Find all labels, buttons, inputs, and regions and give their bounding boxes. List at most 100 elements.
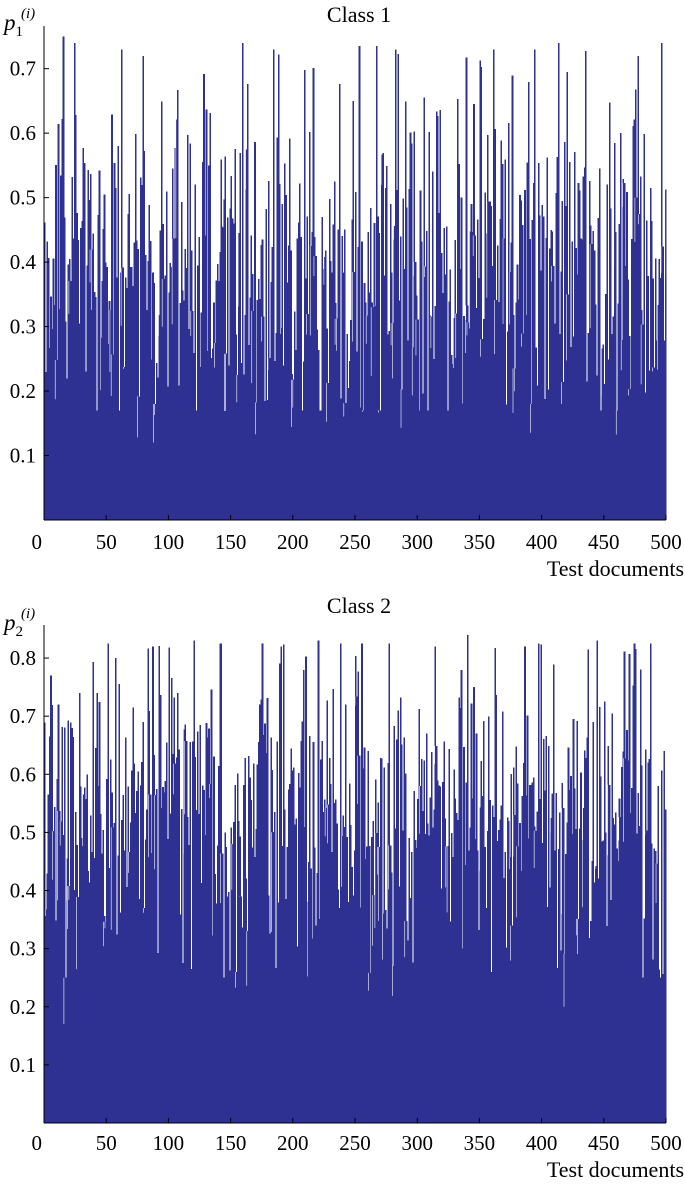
bar bbox=[549, 887, 551, 1123]
bar bbox=[662, 973, 664, 1123]
bar bbox=[457, 98, 459, 520]
bar bbox=[274, 361, 276, 520]
bar bbox=[483, 319, 485, 520]
bar bbox=[552, 265, 555, 520]
bar bbox=[406, 207, 408, 520]
bar bbox=[162, 786, 164, 1123]
bar bbox=[591, 861, 593, 1123]
bar bbox=[122, 267, 124, 520]
x-tick-label: 150 bbox=[215, 1131, 247, 1155]
bar bbox=[228, 891, 230, 1123]
bar bbox=[336, 823, 338, 1123]
bar bbox=[252, 763, 255, 1123]
bar bbox=[537, 643, 540, 1123]
bar bbox=[260, 244, 263, 520]
bar bbox=[551, 793, 554, 1123]
bar bbox=[270, 282, 272, 520]
bar bbox=[127, 213, 129, 520]
bar bbox=[465, 782, 468, 1123]
bar bbox=[515, 302, 518, 520]
bar bbox=[596, 375, 598, 520]
bar bbox=[146, 809, 148, 1123]
bar bbox=[164, 781, 167, 1123]
bar bbox=[254, 141, 256, 520]
bar bbox=[50, 296, 52, 520]
bar bbox=[520, 870, 523, 1123]
bar bbox=[184, 724, 187, 1123]
bar bbox=[469, 231, 472, 521]
bar bbox=[377, 802, 379, 1123]
bar bbox=[142, 721, 144, 1123]
bar bbox=[117, 855, 119, 1123]
bar bbox=[484, 192, 486, 521]
bar bbox=[398, 300, 401, 520]
bar bbox=[265, 209, 268, 520]
bar bbox=[200, 882, 203, 1123]
bar bbox=[108, 868, 111, 1123]
bar bbox=[281, 204, 284, 520]
y-axis-label: p1 (i) bbox=[2, 6, 35, 40]
bar bbox=[154, 403, 157, 520]
bar bbox=[361, 241, 363, 520]
bar bbox=[607, 359, 610, 520]
bar bbox=[597, 217, 600, 520]
bar bbox=[488, 716, 490, 1123]
bar bbox=[180, 202, 183, 520]
bar bbox=[572, 336, 575, 520]
bar bbox=[107, 344, 110, 520]
bar bbox=[169, 813, 172, 1123]
bar bbox=[149, 794, 152, 1123]
bar bbox=[554, 323, 556, 520]
bar bbox=[615, 812, 617, 1123]
bar bbox=[114, 187, 117, 520]
bar bbox=[231, 843, 234, 1123]
bar-series bbox=[44, 36, 667, 521]
bar bbox=[168, 292, 170, 520]
bar bbox=[537, 163, 540, 520]
bar bbox=[557, 42, 560, 520]
bar bbox=[163, 278, 166, 520]
y-tick-label: 0.3 bbox=[10, 315, 36, 339]
bar bbox=[524, 646, 526, 1123]
bar bbox=[326, 700, 328, 1123]
bar bbox=[489, 201, 491, 521]
bar bbox=[118, 684, 121, 1123]
bar bbox=[362, 410, 365, 520]
chart-class-1: Class 1 p1 (i) 0.1 0.2 0.3 0.4 0.5 0.6 0.7 0 50 10… bbox=[2, 2, 684, 581]
bar bbox=[175, 119, 178, 520]
bar bbox=[581, 840, 583, 1123]
bar bbox=[601, 841, 603, 1123]
bar bbox=[423, 97, 426, 520]
bar bbox=[427, 410, 429, 520]
bar bbox=[93, 857, 96, 1123]
bar bbox=[46, 873, 49, 1123]
bar bbox=[261, 643, 264, 1123]
bar bbox=[199, 725, 202, 1123]
bar bbox=[337, 889, 340, 1123]
bar bbox=[173, 697, 175, 1123]
bar bbox=[664, 189, 667, 520]
bar bbox=[276, 741, 279, 1123]
bar bbox=[274, 811, 276, 1123]
bar bbox=[567, 294, 570, 520]
bar bbox=[447, 845, 449, 1123]
bar bbox=[571, 833, 574, 1123]
bar bbox=[442, 293, 444, 520]
bar bbox=[180, 808, 183, 1123]
bar bbox=[500, 805, 503, 1123]
bar bbox=[138, 899, 141, 1123]
bar bbox=[322, 269, 325, 520]
bar bbox=[631, 239, 633, 520]
bar bbox=[335, 799, 337, 1123]
bar bbox=[444, 818, 447, 1123]
bar bbox=[353, 271, 356, 520]
bar bbox=[652, 278, 654, 520]
bar bbox=[535, 830, 537, 1123]
bar bbox=[611, 713, 613, 1123]
bar bbox=[67, 720, 70, 1123]
bar bbox=[195, 810, 198, 1123]
bar bbox=[391, 272, 393, 520]
bar bbox=[623, 182, 626, 520]
bar bbox=[346, 333, 348, 520]
bar bbox=[422, 811, 424, 1123]
